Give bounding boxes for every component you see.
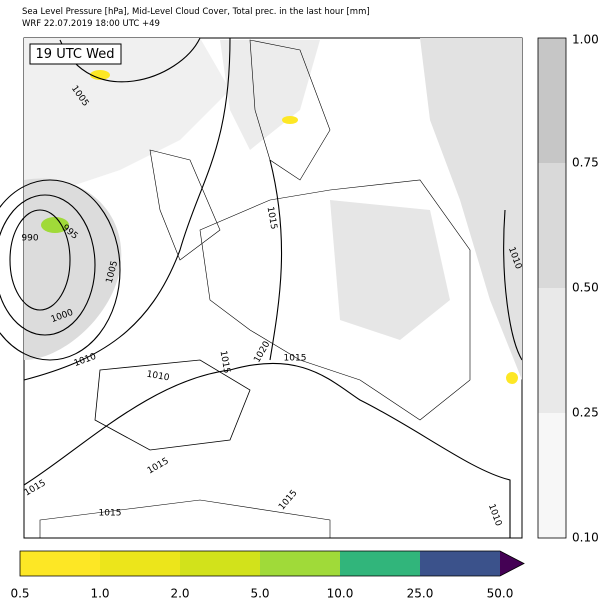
colorbar-segment xyxy=(538,163,566,288)
colorbar-tick: 1.0 xyxy=(90,587,109,601)
title-line: WRF 22.07.2019 18:00 UTC +49 xyxy=(22,19,160,29)
precip-colorbar: 0.5 1.0 2.0 5.0 10.0 25.0 50.0 xyxy=(10,550,525,601)
colorbar-tick: 25.0 xyxy=(407,587,434,601)
coast xyxy=(149,149,221,261)
colorbar-tick: 5.0 xyxy=(250,587,269,601)
precip xyxy=(506,372,518,384)
title-line: Sea Level Pressure [hPa], Mid-Level Clou… xyxy=(22,7,370,17)
isobar-label: 1015 xyxy=(284,354,307,364)
map: 1005 990 995 1005 1000 1010 1015 1010 10… xyxy=(0,37,523,539)
isobar-label: 1015 xyxy=(218,350,232,374)
isobar-label: 1015 xyxy=(99,509,122,519)
colorbar-tick: 0.10 xyxy=(572,531,599,545)
coast xyxy=(249,39,331,181)
precip xyxy=(282,116,298,124)
colorbar-segment xyxy=(100,551,180,576)
colorbar-segment xyxy=(420,551,500,576)
cloud xyxy=(420,38,522,380)
time-box xyxy=(29,43,122,65)
cloud xyxy=(24,38,230,200)
colorbar-segment xyxy=(538,413,566,538)
colorbar-tick: 0.5 xyxy=(10,587,29,601)
colorbar-segment xyxy=(180,551,260,576)
isobar-label: 1015 xyxy=(265,206,279,230)
precip xyxy=(90,70,110,80)
coast xyxy=(94,359,251,451)
coast xyxy=(199,179,471,421)
colorbar-tick: 50.0 xyxy=(487,587,514,601)
colorbar-frame xyxy=(19,550,525,577)
colorbar-tick: 2.0 xyxy=(170,587,189,601)
cloud xyxy=(330,200,450,340)
colorbar-segment xyxy=(20,551,100,576)
cloud-colorbar: 0.10 0.25 0.50 0.75 1.00 xyxy=(537,33,599,545)
colorbar-segment xyxy=(340,551,420,576)
coast xyxy=(39,499,331,539)
time-label: 19 UTC Wed xyxy=(36,47,115,62)
precip xyxy=(41,217,69,233)
cloud xyxy=(220,40,320,150)
colorbar-tick: 0.25 xyxy=(572,406,599,420)
isobar-label: 1010 xyxy=(146,370,171,384)
colorbar-tick: 0.75 xyxy=(572,156,599,170)
colorbar-segment xyxy=(538,288,566,413)
colorbar-tick: 10.0 xyxy=(327,587,354,601)
colorbar-segment xyxy=(260,551,340,576)
colorbar-extend xyxy=(500,551,524,576)
isobar-label: 990 xyxy=(21,234,38,244)
colorbar-tick: 1.00 xyxy=(572,33,599,47)
colorbar-segment xyxy=(538,38,566,163)
colorbar-tick: 0.50 xyxy=(572,281,599,295)
colorbar-frame xyxy=(537,37,567,539)
